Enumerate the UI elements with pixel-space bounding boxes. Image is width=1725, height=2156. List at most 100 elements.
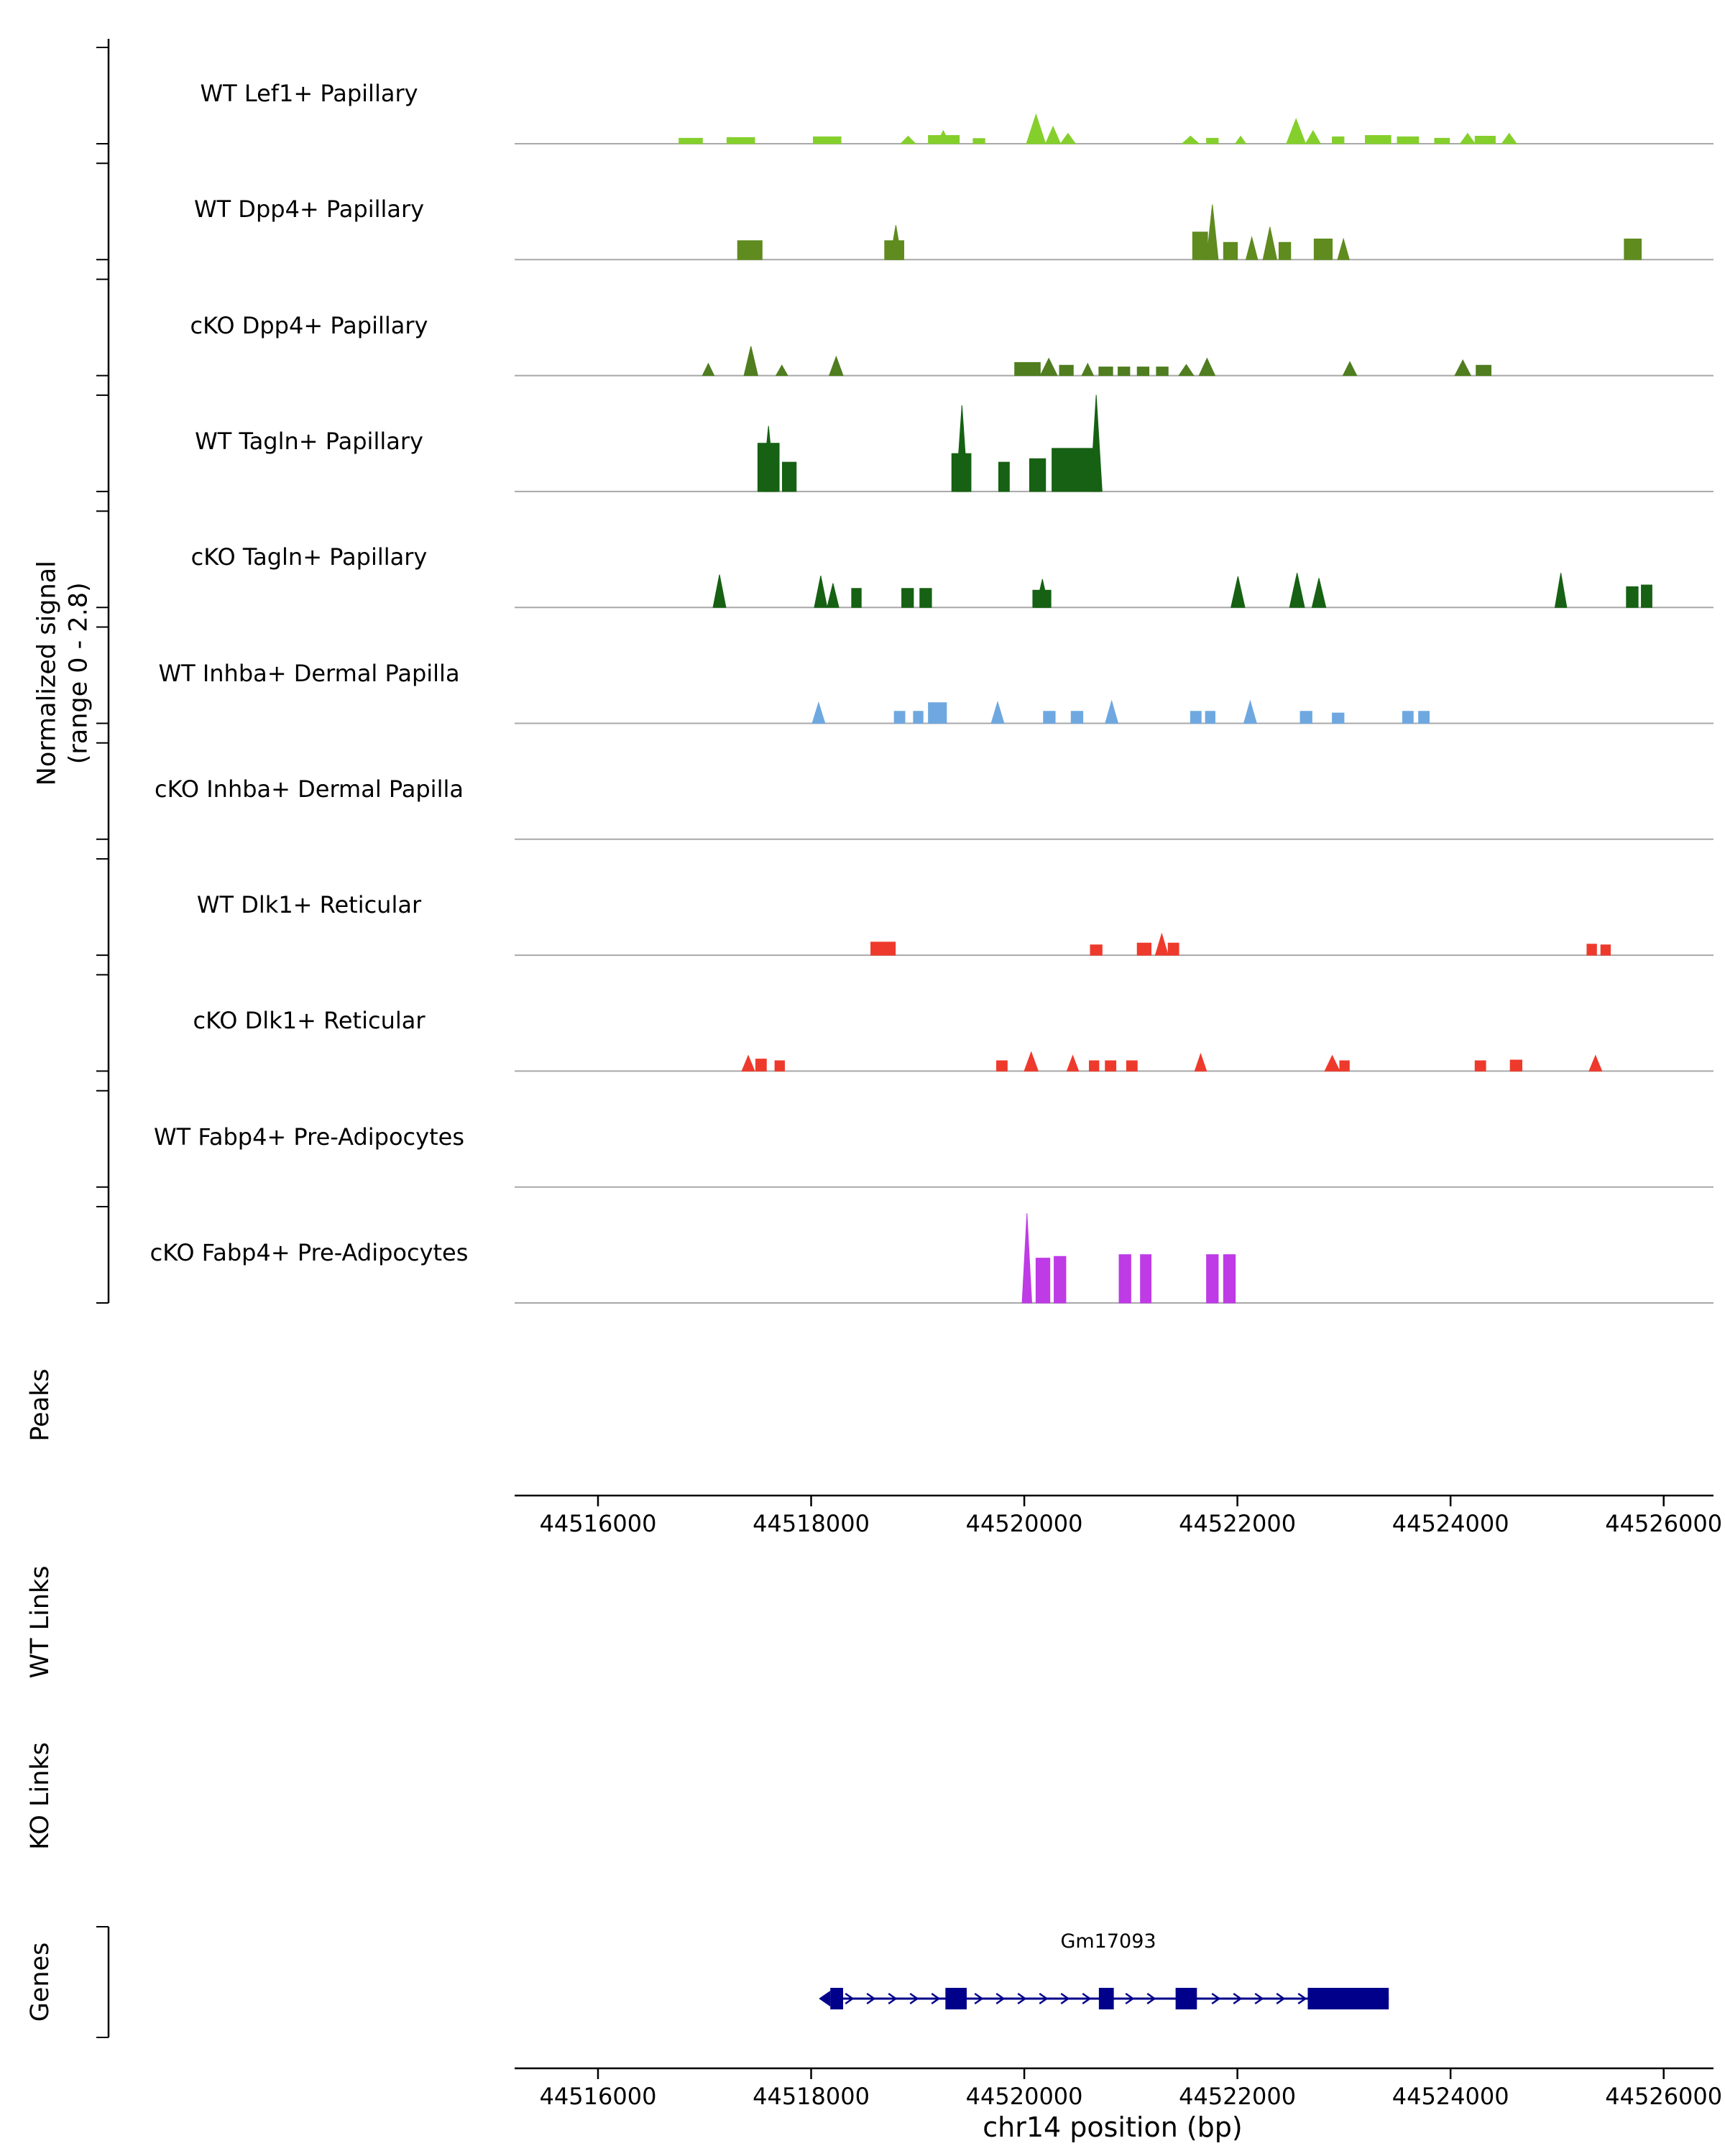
signal-peak xyxy=(998,461,1010,492)
strand-arrow-icon xyxy=(1060,1992,1070,2005)
signal-peak xyxy=(712,574,727,608)
signal-peak xyxy=(1223,241,1238,260)
signal-peak xyxy=(743,346,759,377)
signal-peak xyxy=(1059,364,1074,377)
track-label: WT Dpp4+ Papillary xyxy=(193,195,425,224)
signal-peak xyxy=(1154,932,1169,956)
signal-peak xyxy=(782,461,797,492)
signal-peak xyxy=(1243,699,1257,724)
signal-peak xyxy=(1300,711,1312,724)
signal-peak xyxy=(919,588,932,608)
x-axis-tick-label: 44522000 xyxy=(1179,1510,1297,1537)
signal-peak xyxy=(1278,241,1292,260)
x-axis-title: chr14 position (bp) xyxy=(983,2111,1243,2143)
signal-peak xyxy=(955,405,969,492)
strand-arrow-icon xyxy=(1276,1992,1286,2005)
signal-peak xyxy=(1324,1054,1340,1072)
signal-peak xyxy=(813,136,842,144)
signal-peak xyxy=(1098,367,1113,377)
signal-peak xyxy=(1313,239,1333,260)
signal-peak xyxy=(1365,134,1392,144)
x-axis-tick-label: 44516000 xyxy=(539,1510,657,1537)
signal-peak xyxy=(1332,136,1345,144)
signal-peak xyxy=(1014,361,1041,377)
signal-peak xyxy=(1156,367,1169,377)
signal-peak xyxy=(990,700,1005,724)
signal-peak xyxy=(1402,711,1414,724)
strand-arrow-icon xyxy=(866,1992,876,2005)
signal-peak xyxy=(893,711,906,724)
signal-peak xyxy=(1509,1059,1523,1072)
signal-peak xyxy=(774,1060,785,1072)
signal-peak xyxy=(737,240,763,260)
signal-peak xyxy=(726,137,755,144)
track-label: cKO Dlk1+ Reticular xyxy=(193,1007,426,1035)
track-label: WT Dlk1+ Reticular xyxy=(196,891,422,919)
signal-peak xyxy=(1178,364,1195,377)
signal-peak xyxy=(755,1059,767,1072)
x-axis-tick-label: 44524000 xyxy=(1392,2083,1509,2110)
signal-peak xyxy=(775,364,788,377)
signal-peak xyxy=(1600,944,1611,956)
strand-arrow-icon xyxy=(931,1992,941,2005)
signal-peak xyxy=(1054,1256,1067,1304)
signal-peak xyxy=(901,588,914,608)
strand-arrow-icon xyxy=(1125,1992,1135,2005)
signal-peak xyxy=(1181,135,1200,144)
track-label: cKO Dpp4+ Papillary xyxy=(190,311,428,339)
signal-peak xyxy=(1554,573,1568,608)
signal-peak xyxy=(1039,357,1058,377)
signal-peak xyxy=(1262,226,1278,260)
x-axis-tick-label: 44526000 xyxy=(1605,2083,1723,2110)
signal-peak xyxy=(899,135,917,144)
signal-peak xyxy=(1070,711,1084,724)
strand-arrow-icon xyxy=(888,1992,898,2005)
signal-peak xyxy=(1588,1054,1603,1072)
signal-peak xyxy=(1192,231,1208,260)
x-axis-tick-label: 44520000 xyxy=(965,2083,1083,2110)
strand-arrow-icon xyxy=(1146,1992,1156,2005)
signal-peak xyxy=(1205,711,1215,724)
signal-peak xyxy=(1501,132,1518,144)
gene-exon xyxy=(1098,1988,1114,2009)
signal-peak xyxy=(1136,367,1150,377)
y-axis-label-line1: Normalized signal xyxy=(32,561,62,786)
signal-peak xyxy=(1136,942,1152,956)
signal-peak xyxy=(827,583,840,608)
signal-peak xyxy=(1081,362,1095,377)
signal-peak xyxy=(761,425,776,492)
signal-peak xyxy=(1206,137,1219,144)
signal-peak xyxy=(1454,359,1472,377)
x-axis-tick-label: 44518000 xyxy=(753,1510,870,1537)
signal-peak xyxy=(1090,395,1103,492)
signal-peak xyxy=(1118,367,1131,377)
signal-peak xyxy=(972,138,985,144)
gene-name-label: Gm17093 xyxy=(1060,1930,1156,1953)
signal-peak xyxy=(1474,135,1496,144)
strand-arrow-icon xyxy=(845,1992,855,2005)
signal-peak xyxy=(1105,1060,1117,1072)
signal-peak xyxy=(1190,711,1202,724)
signal-peak xyxy=(1245,236,1259,260)
signal-peak xyxy=(1418,711,1430,724)
signal-peak xyxy=(936,129,951,144)
signal-peak xyxy=(996,1060,1008,1072)
track-label: cKO Fabp4+ Pre-Adipocytes xyxy=(150,1239,469,1266)
signal-peak xyxy=(1342,361,1358,377)
signal-peak xyxy=(1066,1054,1080,1072)
signal-peak xyxy=(1434,137,1450,144)
section-label-peaks: Peaks xyxy=(26,1368,55,1442)
signal-peak xyxy=(741,1054,755,1072)
signal-peak xyxy=(1198,357,1216,377)
strand-arrow-icon xyxy=(1017,1992,1027,2005)
section-label-wt-links: WT Links xyxy=(26,1565,55,1679)
signal-peak xyxy=(1021,1213,1032,1304)
gene-exon xyxy=(945,1988,967,2009)
signal-peak xyxy=(1026,113,1046,144)
signal-peak xyxy=(1305,129,1322,144)
signal-peak xyxy=(1126,1060,1138,1072)
signal-peak xyxy=(889,225,903,260)
signal-peak xyxy=(1311,578,1327,608)
signal-peak xyxy=(1167,942,1179,956)
